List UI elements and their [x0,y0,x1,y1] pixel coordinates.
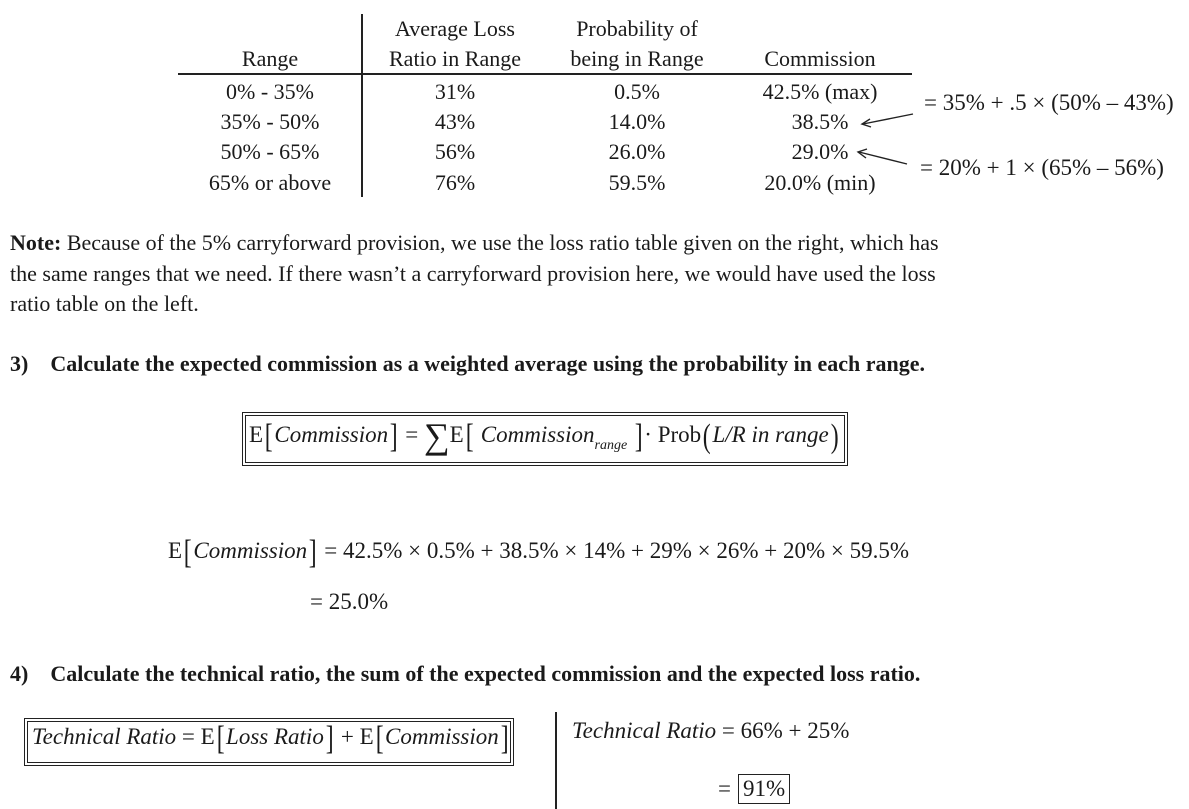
technical-ratio-formula-box [24,718,514,766]
header-avg-loss-line2: Ratio in Range [389,46,521,71]
step-3-heading: 3) Calculate the expected commission as … [10,351,925,376]
technical-ratio-result-eq: = [718,776,731,801]
row-avg-loss: 56% [434,139,476,164]
row-range: 35% - 50% [220,109,320,134]
step-4-divider [555,712,557,809]
note-line-2: the same ranges that we need. If there w… [10,261,936,286]
table-vertical-rule [361,14,363,197]
row-prob: 59.5% [608,170,666,195]
header-avg-loss-line1: Average Loss [395,16,515,41]
note-label: Note: [10,230,62,255]
row-avg-loss: 31% [434,79,476,104]
arrow-icon [856,113,914,165]
row-range: 0% - 35% [226,79,314,104]
expected-commission-formula: E[Commission] = ∑E[ Commissionrange ]· P… [249,416,839,456]
row-avg-loss: 43% [434,109,476,134]
expected-commission-calculation: E[Commission] = 42.5% × 0.5% + 38.5% × 1… [168,534,910,571]
technical-ratio-formula: Technical Ratio = E[Loss Ratio] + E[Comm… [32,720,509,757]
annotation-row3-formula: = 20% + 1 × (65% – 56%) [920,155,1164,180]
row-prob: 14.0% [608,109,666,134]
header-commission: Commission [764,46,876,71]
technical-ratio-calculation: Technical Ratio = 66% + 25% [572,718,850,743]
row-avg-loss: 76% [434,170,476,195]
row-prob: 26.0% [608,139,666,164]
row-commission: 38.5% [791,109,849,134]
expected-commission-result: = 25.0% [310,589,389,614]
row-commission: 29.0% [791,139,849,164]
note-line-3: ratio table on the left. [10,291,199,316]
technical-ratio-result: 91% [738,774,791,804]
step-4-heading: 4) Calculate the technical ratio, the su… [10,661,921,686]
row-range: 65% or above [208,170,332,195]
note-line-1: Note: Because of the 5% carryforward pro… [10,230,939,256]
row-range: 50% - 65% [220,139,320,164]
row-commission: 42.5% (max) [762,79,878,104]
row-prob: 0.5% [614,79,660,104]
note-text-1: Because of the 5% carryforward provision… [66,230,939,255]
annotation-row2-formula: = 35% + .5 × (50% – 43%) [924,90,1174,115]
expected-commission-formula-box [242,412,848,466]
header-prob-line1: Probability of [576,16,698,41]
table-header-rule [178,73,912,75]
header-prob-line2: being in Range [570,46,704,71]
row-commission: 20.0% (min) [764,170,876,195]
header-range: Range [241,46,299,71]
